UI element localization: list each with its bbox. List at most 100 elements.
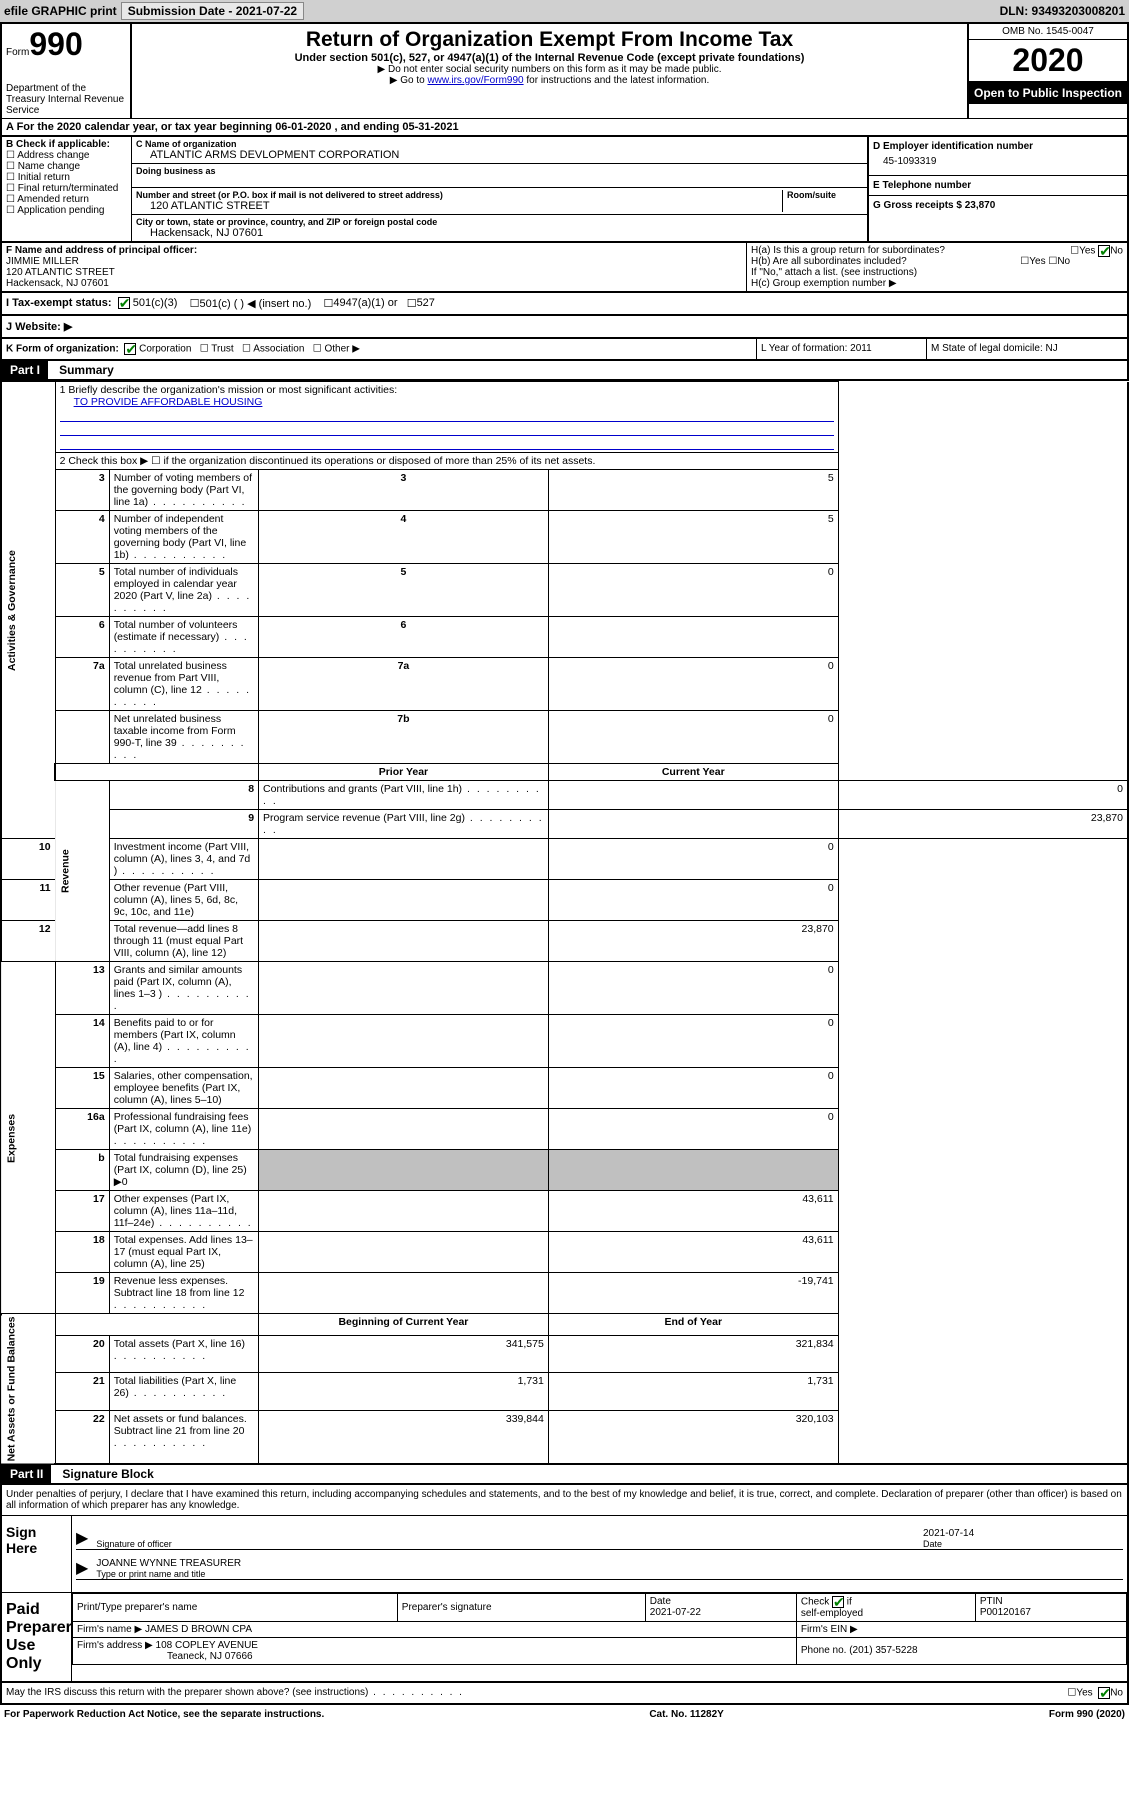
- officer-name: JIMMIE MILLER: [6, 256, 742, 267]
- side-governance: Activities & Governance: [1, 382, 55, 839]
- lbl-501c3: 501(c)(3): [133, 297, 178, 310]
- phone-cell: E Telephone number: [869, 176, 1127, 196]
- cb-address[interactable]: ☐ Address change: [6, 150, 127, 161]
- summary-table: Activities & Governance 1 Briefly descri…: [0, 381, 1129, 1465]
- city-row: City or town, state or province, country…: [132, 215, 867, 241]
- signature-block: Under penalties of perjury, I declare th…: [0, 1485, 1129, 1683]
- dln-label: DLN: 93493203008201: [1000, 4, 1125, 18]
- website-row: J Website: ▶: [0, 314, 1129, 337]
- group-return: H(a) Is this a group return for subordin…: [747, 243, 1127, 291]
- part1-hdr: Part I: [2, 361, 48, 379]
- row-4: 4Number of independent voting members of…: [1, 511, 1128, 564]
- phone-lbl: E Telephone number: [873, 180, 1123, 191]
- part2-hdr: Part II: [2, 1465, 51, 1483]
- note2-pre: ▶ Go to: [390, 75, 428, 86]
- cb-501c3[interactable]: [118, 297, 130, 309]
- Hb-lbl: H(b) Are all subordinates included?: [751, 256, 907, 267]
- org-name-val: ATLANTIC ARMS DEVLOPMENT CORPORATION: [136, 149, 863, 161]
- rev-header: Prior YearCurrent Year: [1, 764, 1128, 781]
- ein-val: 45-1093319: [873, 152, 1123, 171]
- discuss-row: May the IRS discuss this return with the…: [0, 1683, 1129, 1705]
- top-bar: efile GRAPHIC print Submission Date - 20…: [0, 0, 1129, 22]
- cb-amended[interactable]: ☐ Amended return: [6, 194, 127, 205]
- paid-lbl: Paid Preparer Use Only: [2, 1593, 72, 1681]
- org-form-row: K Form of organization: Corporation ☐ Tr…: [0, 337, 1129, 361]
- mission-cell: 1 Briefly describe the organization's mi…: [55, 382, 838, 453]
- gross-cell: G Gross receipts $ 23,870: [869, 196, 1127, 215]
- side-revenue: Revenue: [55, 781, 109, 962]
- Hb-note: If "No," attach a list. (see instruction…: [751, 267, 1123, 278]
- org-name-lbl: C Name of organization: [136, 139, 863, 149]
- sign-here-lbl: Sign Here: [2, 1516, 72, 1592]
- officer-left: F Name and address of principal officer:…: [2, 243, 747, 291]
- row-3: 3Number of voting members of the governi…: [1, 470, 1128, 511]
- org-form-c1: K Form of organization: Corporation ☐ Tr…: [2, 339, 757, 359]
- form-header: Form990 Department of the Treasury Inter…: [0, 22, 1129, 118]
- footer-note: For Paperwork Reduction Act Notice, see …: [0, 1705, 1129, 1724]
- cb-corp[interactable]: [124, 343, 136, 355]
- part2-header-row: Part II Signature Block: [0, 1465, 1129, 1485]
- dba-lbl: Doing business as: [136, 166, 863, 176]
- form-header-center: Return of Organization Exempt From Incom…: [132, 24, 967, 118]
- side-net: Net Assets or Fund Balances: [1, 1314, 55, 1464]
- ptin-lbl: PTIN: [980, 1596, 1003, 1607]
- submission-date-btn[interactable]: Submission Date - 2021-07-22: [121, 2, 304, 20]
- prep-sig-lbl: Preparer's signature: [397, 1593, 645, 1621]
- addr-val: 120 ATLANTIC STREET: [136, 200, 782, 212]
- formno-lbl: Form 990 (2020): [1049, 1709, 1125, 1720]
- checkB-label: B Check if applicable:: [6, 139, 127, 150]
- firm-addr-val: 108 COPLEY AVENUE: [156, 1640, 258, 1651]
- perjury-text: Under penalties of perjury, I declare th…: [2, 1485, 1127, 1516]
- firm-ein-lbl: Firm's EIN ▶: [796, 1621, 1126, 1637]
- catno-lbl: Cat. No. 11282Y: [649, 1709, 723, 1720]
- Ha-lbl: H(a) Is this a group return for subordin…: [751, 245, 945, 256]
- discuss-lbl: May the IRS discuss this return with the…: [6, 1687, 464, 1699]
- net-header: Net Assets or Fund Balances Beginning of…: [1, 1314, 1128, 1336]
- prep-name-lbl: Print/Type preparer's name: [73, 1593, 398, 1621]
- row-6: 6Total number of volunteers (estimate if…: [1, 617, 1128, 658]
- firm-addr-lbl: Firm's address ▶: [77, 1640, 153, 1651]
- ptin-val: P00120167: [980, 1607, 1031, 1618]
- lbl-501c: 501(c) ( ) ◀ (insert no.): [199, 297, 311, 310]
- state-domicile: M State of legal domicile: NJ: [927, 339, 1127, 359]
- officer-row: F Name and address of principal officer:…: [0, 241, 1129, 291]
- form990-link[interactable]: www.irs.gov/Form990: [427, 75, 523, 86]
- prep-date-val: 2021-07-22: [650, 1607, 701, 1618]
- sig-officer-lbl: Signature of officer: [96, 1539, 923, 1549]
- form-number: 990: [29, 26, 82, 62]
- tax-year: 2020: [969, 40, 1127, 82]
- dept-label: Department of the Treasury Internal Reve…: [6, 83, 126, 116]
- cb-final[interactable]: ☐ Final return/terminated: [6, 183, 127, 194]
- officer-addr2: Hackensack, NJ 07601: [6, 278, 742, 289]
- firm-city-val: Teaneck, NJ 07666: [77, 1651, 253, 1662]
- ein-cell: D Employer identification number 45-1093…: [869, 137, 1127, 176]
- cb-pending[interactable]: ☐ Application pending: [6, 205, 127, 216]
- l1-lbl: 1 Briefly describe the organization's mi…: [60, 384, 834, 396]
- cb-initial[interactable]: ☐ Initial return: [6, 172, 127, 183]
- lbl-4947: 4947(a)(1) or: [333, 297, 397, 310]
- firm-phone: Phone no. (201) 357-5228: [796, 1637, 1126, 1664]
- cb-name[interactable]: ☐ Name change: [6, 161, 127, 172]
- orgform-lbl: K Form of organization:: [6, 344, 119, 355]
- form-header-right: OMB No. 1545-0047 2020 Open to Public In…: [967, 24, 1127, 118]
- city-val: Hackensack, NJ 07601: [136, 227, 863, 239]
- gross-lbl: G Gross receipts $ 23,870: [873, 200, 1123, 211]
- paperwork-lbl: For Paperwork Reduction Act Notice, see …: [4, 1709, 324, 1720]
- addr-row: Number and street (or P.O. box if mail i…: [132, 188, 867, 215]
- sig-date-lbl: Date: [923, 1539, 1123, 1549]
- paid-preparer-row: Paid Preparer Use Only Print/Type prepar…: [2, 1593, 1127, 1681]
- row-7b: Net unrelated business taxable income fr…: [1, 711, 1128, 764]
- l2-row: 2 Check this box ▶ ☐ if the organization…: [55, 453, 838, 470]
- tax-year-row: A For the 2020 calendar year, or tax yea…: [0, 118, 1129, 135]
- sig-name-lbl: Type or print name and title: [96, 1569, 1123, 1579]
- dba-row: Doing business as: [132, 164, 867, 188]
- form-title: Return of Organization Exempt From Incom…: [136, 28, 963, 52]
- check-self-emp: Check ifself-employed: [796, 1593, 975, 1621]
- lbl-527: 527: [417, 297, 435, 310]
- year-formation: L Year of formation: 2011: [757, 339, 927, 359]
- prep-date-lbl: Date: [650, 1596, 671, 1607]
- firm-name-val: JAMES D BROWN CPA: [145, 1624, 252, 1635]
- sign-here-row: Sign Here ▶ Signature of officer 2021-07…: [2, 1516, 1127, 1593]
- tax-status-row: I Tax-exempt status: 501(c)(3) ☐ 501(c) …: [0, 291, 1129, 314]
- form-note2: ▶ Go to www.irs.gov/Form990 for instruct…: [136, 75, 963, 86]
